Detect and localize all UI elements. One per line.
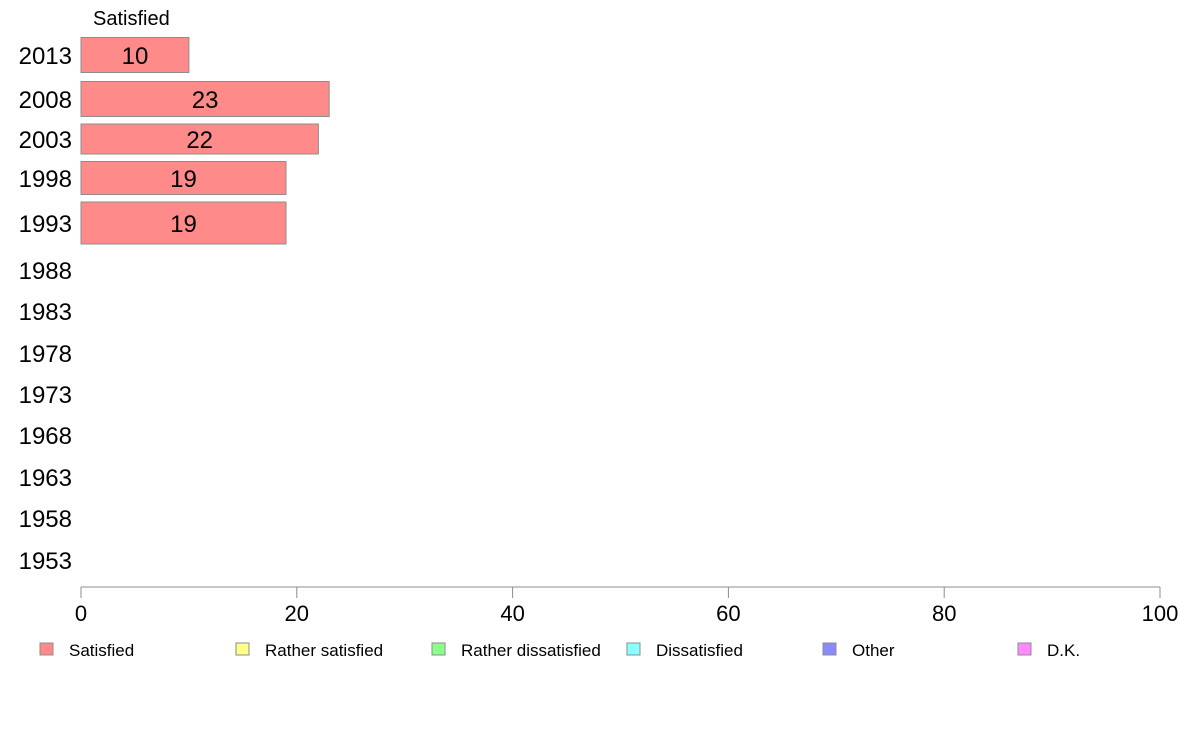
bar-value-label: 19: [170, 166, 197, 193]
legend-label: Satisfied: [69, 641, 134, 660]
legend-swatch: [626, 642, 641, 656]
bar-value-label: 23: [192, 87, 219, 114]
legend-swatch: [822, 642, 837, 656]
x-tick-label: 0: [75, 601, 87, 626]
x-tick-label: 40: [500, 601, 524, 626]
legend-swatch: [431, 642, 446, 656]
series-header-label: Satisfied: [93, 8, 170, 30]
year-label: 1993: [19, 211, 72, 238]
legend-label: Other: [852, 641, 895, 660]
legend-label: D.K.: [1047, 641, 1080, 660]
legend-label: Rather dissatisfied: [461, 641, 601, 660]
legend-swatch: [235, 642, 250, 656]
bar: [80, 123, 319, 155]
year-label: 2003: [19, 127, 72, 154]
legend-swatch: [39, 642, 54, 656]
bars-group: 10 23 22 19 19: [80, 37, 330, 245]
bar: [80, 201, 287, 245]
year-label: 2013: [19, 43, 72, 70]
x-axis: 0 20 40 60 80 100: [75, 586, 1179, 626]
bar-value-label: 22: [186, 127, 213, 154]
bar-value-label: 19: [170, 211, 197, 238]
series-header-group: Satisfied: [93, 8, 170, 30]
year-label: 1953: [19, 548, 72, 575]
bar-value-label: 10: [122, 43, 149, 70]
year-label: 2008: [19, 87, 72, 114]
bar: [80, 81, 330, 117]
year-label: 1983: [19, 299, 72, 326]
legend-label: Dissatisfied: [656, 641, 743, 660]
x-tick-label: 100: [1142, 601, 1179, 626]
year-label: 1998: [19, 166, 72, 193]
year-label: 1958: [19, 506, 72, 533]
year-label: 1963: [19, 465, 72, 492]
x-tick-label: 80: [932, 601, 956, 626]
year-label: 1973: [19, 382, 72, 409]
year-label: 1968: [19, 423, 72, 450]
x-tick-label: 20: [285, 601, 309, 626]
year-labels-group: 2013 2008 2003 1998 1993 1988 1983 1978 1973 1968…: [19, 43, 72, 575]
bar: [80, 161, 287, 195]
year-label: 1978: [19, 341, 72, 368]
year-label: 1988: [19, 258, 72, 285]
legend-swatch: [1017, 642, 1032, 656]
legend-label: Rather satisfied: [265, 641, 383, 660]
legend: Satisfied Rather satisfied Rather dissatis…: [39, 641, 1080, 660]
x-tick-label: 60: [716, 601, 740, 626]
bar: [80, 37, 190, 73]
